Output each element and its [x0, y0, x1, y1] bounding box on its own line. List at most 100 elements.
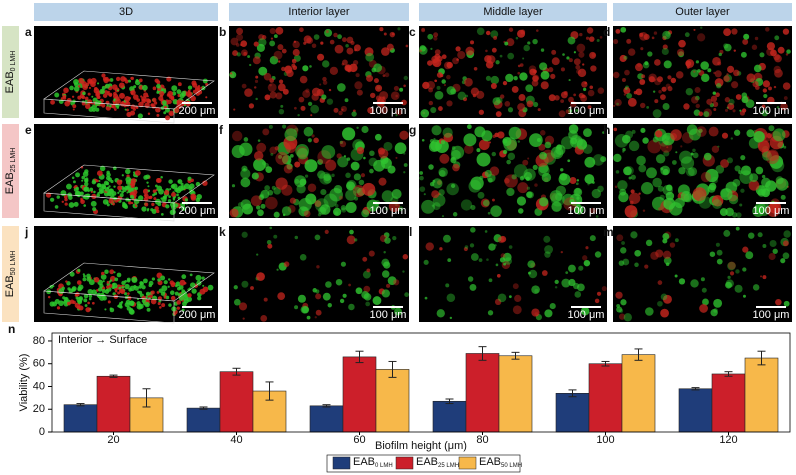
blob [640, 102, 646, 109]
blob [202, 286, 209, 293]
blob [292, 40, 300, 49]
blob [346, 181, 356, 191]
blob [56, 195, 60, 199]
blob [277, 44, 284, 51]
blob [708, 182, 717, 191]
blob [507, 152, 516, 161]
blob [73, 79, 79, 85]
blob [83, 204, 87, 207]
blob [334, 211, 339, 216]
scale-label: 100 μm [568, 105, 605, 117]
blobs [419, 124, 607, 218]
blob [281, 155, 292, 165]
blob [104, 83, 110, 89]
blob [126, 111, 132, 118]
blob [85, 103, 91, 110]
blob [105, 288, 109, 292]
blob [315, 289, 320, 294]
blob [372, 296, 382, 305]
blob [253, 41, 259, 47]
legend-swatch [458, 456, 477, 470]
blob [90, 106, 93, 109]
blob [298, 96, 305, 103]
blob [335, 278, 343, 286]
blob [428, 141, 440, 153]
legend-label-main: EAB [416, 456, 438, 468]
blob [124, 283, 130, 290]
blob [443, 132, 454, 143]
blob [390, 91, 400, 100]
blob [146, 181, 149, 184]
blob [625, 130, 634, 139]
blob [303, 210, 311, 218]
error-bar [634, 348, 643, 361]
blobs [613, 124, 790, 218]
blob [65, 280, 68, 283]
blob [589, 85, 594, 90]
blob [470, 40, 475, 45]
blob [153, 197, 157, 201]
blob [441, 54, 447, 60]
blob [646, 105, 650, 109]
blob [504, 257, 512, 265]
blob [531, 285, 540, 294]
blob [255, 205, 261, 210]
blob [125, 176, 132, 183]
blob [715, 92, 720, 98]
blob [163, 280, 168, 285]
blob [141, 285, 146, 290]
header-box [419, 3, 607, 21]
blob [726, 65, 735, 73]
blob [189, 189, 195, 195]
blob [326, 98, 334, 105]
blob [82, 84, 89, 90]
blob [363, 285, 371, 293]
blob [78, 305, 84, 311]
blob [109, 78, 114, 82]
legend-label: EAB50 LMH [479, 456, 522, 469]
blob [75, 292, 80, 297]
blob [529, 133, 543, 147]
blob [434, 90, 444, 100]
blob [727, 102, 735, 110]
blob [548, 94, 556, 102]
blob [724, 43, 732, 52]
error-bar [109, 374, 118, 378]
blob [433, 36, 438, 41]
blob [176, 306, 181, 310]
scale-label: 200 μm [179, 205, 216, 217]
blob [297, 113, 300, 117]
blob [656, 76, 663, 83]
blob [614, 185, 618, 189]
blob [88, 294, 93, 298]
blob [774, 68, 783, 78]
blob [303, 126, 314, 137]
blob [381, 289, 390, 298]
blob [718, 52, 722, 57]
blob [405, 44, 409, 48]
blob [79, 191, 84, 196]
blob [485, 75, 491, 81]
blob [250, 195, 262, 207]
blob [587, 89, 595, 97]
blob [124, 101, 131, 107]
blob [108, 185, 111, 188]
blob [81, 179, 84, 182]
blob [139, 281, 144, 285]
blob [146, 307, 151, 312]
blob [270, 37, 274, 40]
blob [354, 238, 358, 242]
blob [729, 271, 735, 276]
blob [768, 86, 772, 91]
blob [430, 47, 433, 50]
blob [157, 278, 161, 282]
blob [431, 125, 442, 136]
blob [438, 189, 445, 196]
blob [628, 192, 641, 204]
blob [99, 283, 104, 289]
blob [436, 55, 443, 62]
blob [783, 300, 790, 307]
blob [71, 95, 75, 98]
blob [419, 46, 428, 55]
blob [383, 32, 387, 36]
